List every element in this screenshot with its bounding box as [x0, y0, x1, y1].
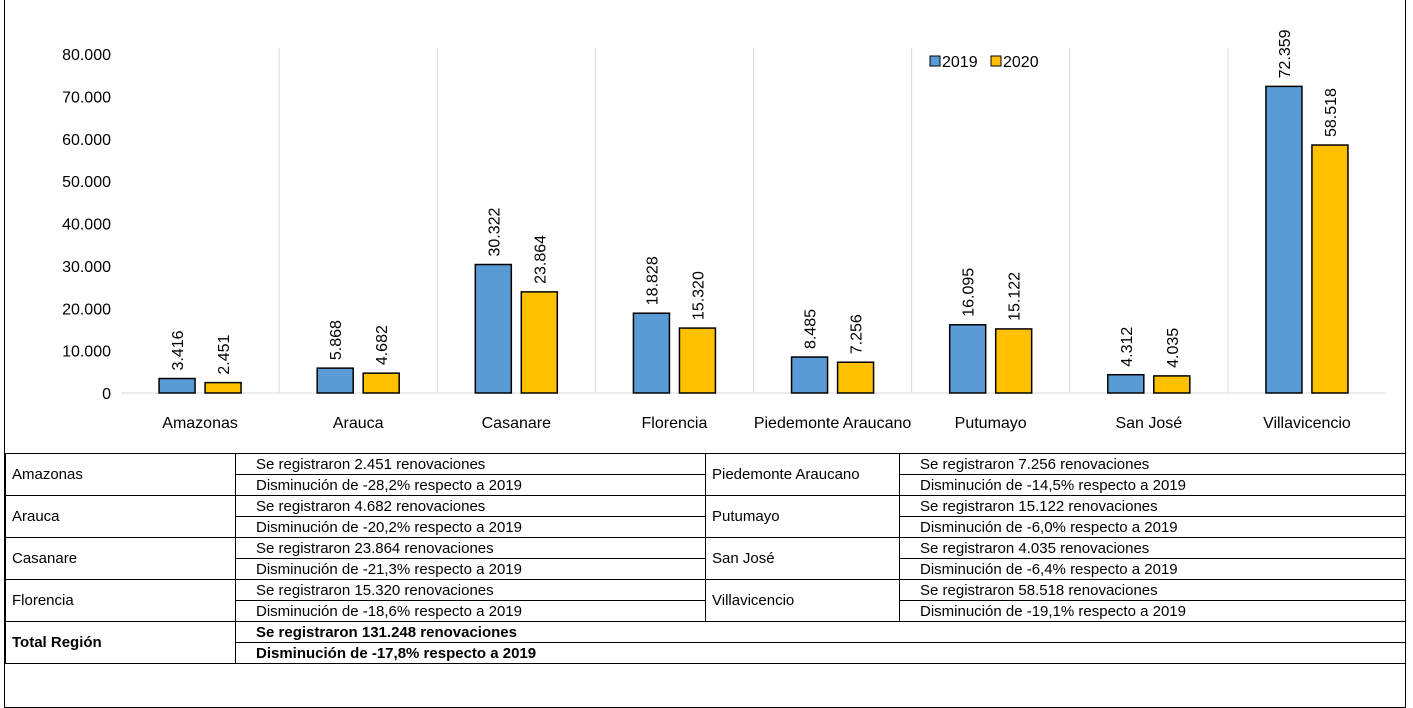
table-row: Disminución de -21,3% respecto a 2019 Di… [6, 558, 1405, 580]
data-label: 15.320 [690, 271, 707, 320]
x-tick-label: Arauca [333, 415, 384, 432]
y-tick-label: 30.000 [62, 259, 111, 276]
renewals-cell: Se registraron 23.864 renovaciones [235, 537, 706, 559]
data-label: 8.485 [803, 309, 820, 349]
data-label: 23.864 [532, 235, 549, 284]
bar-2019 [1265, 85, 1303, 394]
bar-2020 [678, 327, 717, 394]
bar-2019 [790, 356, 829, 394]
bar-chart: 0 10.000 20.000 30.000 40.000 50.000 60.000 70.… [62, 29, 1386, 432]
change-cell: Disminución de -14,5% respecto a 2019 [899, 474, 1405, 496]
data-label: 72.359 [1277, 29, 1294, 78]
data-label: 2.451 [216, 334, 233, 374]
data-label: 16.095 [961, 268, 978, 317]
x-tick-label: Florencia [642, 415, 708, 432]
total-renewals-cell: Se registraron 131.248 renovaciones [235, 621, 1405, 643]
table-row: Disminución de -18,6% respecto a 2019 Di… [6, 600, 1405, 622]
region-cell: San José [705, 537, 900, 580]
renewals-cell: Se registraron 2.451 renovaciones [235, 453, 706, 475]
renewals-cell: Se registraron 4.682 renovaciones [235, 495, 706, 517]
renewals-cell: Se registraron 15.320 renovaciones [235, 579, 706, 601]
bar-2019 [948, 324, 987, 394]
bar-2020 [994, 328, 1033, 394]
data-label: 7.256 [849, 314, 866, 354]
renewals-cell: Se registraron 4.035 renovaciones [899, 537, 1405, 559]
data-label: 4.682 [374, 325, 391, 365]
region-cell: Arauca [5, 495, 236, 538]
renewals-cell: Se registraron 15.122 renovaciones [899, 495, 1405, 517]
x-tick-label: Piedemonte Araucano [754, 415, 912, 432]
total-change-cell: Disminución de -17,8% respecto a 2019 [235, 642, 1405, 664]
table-row: Amazonas Se registraron 2.451 renovacion… [5, 453, 1405, 496]
region-cell: Amazonas [5, 453, 236, 496]
change-cell: Disminución de -19,1% respecto a 2019 [899, 600, 1405, 622]
region-cell: Villavicencio [705, 579, 900, 622]
region-cell: Putumayo [705, 495, 900, 538]
bar-2020 [1311, 144, 1349, 394]
region-cell: Florencia [5, 579, 236, 622]
data-label: 4.312 [1119, 327, 1136, 367]
region-cell: Casanare [5, 537, 236, 580]
table-row-total: Total Región Se registraron 131.248 reno… [5, 621, 1405, 664]
summary-table: Amazonas Se registraron 2.451 renovacion… [5, 453, 1405, 664]
bar-2019 [316, 367, 354, 394]
x-tick-label: Amazonas [162, 415, 238, 432]
table-row: Arauca Se registraron 4.682 renovaciones… [5, 495, 1405, 538]
bar-2020 [1153, 375, 1191, 394]
y-tick-label: 60.000 [62, 132, 111, 149]
y-tick-label: 40.000 [62, 217, 111, 234]
data-label: 5.868 [328, 320, 345, 360]
change-cell: Disminución de -6,4% respecto a 2019 [899, 558, 1405, 580]
y-tick-label: 50.000 [62, 174, 111, 191]
change-cell: Disminución de -28,2% respecto a 2019 [235, 474, 706, 496]
legend-label: 2019 [942, 54, 978, 71]
change-cell: Disminución de -6,0% respecto a 2019 [899, 516, 1405, 538]
legend-swatch [990, 55, 1002, 67]
data-label: 30.322 [486, 207, 503, 256]
renewals-cell: Se registraron 58.518 renovaciones [899, 579, 1405, 601]
bar-2019 [474, 263, 513, 394]
x-tick-label: Casanare [482, 415, 551, 432]
bar-2019 [1107, 373, 1145, 394]
change-cell: Disminución de -18,6% respecto a 2019 [235, 600, 706, 622]
data-label: 18.828 [644, 256, 661, 305]
bar-2019 [158, 377, 196, 394]
y-tick-label: 10.000 [62, 344, 111, 361]
table-row-total: Disminución de -17,8% respecto a 2019 [6, 642, 1405, 664]
y-tick-label: 70.000 [62, 89, 111, 106]
x-tick-label: San José [1115, 415, 1182, 432]
y-tick-label: 20.000 [62, 301, 111, 318]
legend-label: 2020 [1003, 54, 1039, 71]
bar-2020 [520, 291, 559, 394]
bar-2020 [836, 361, 875, 394]
data-label: 4.035 [1165, 328, 1182, 368]
region-cell: Piedemonte Araucano [705, 453, 900, 496]
change-cell: Disminución de -20,2% respecto a 2019 [235, 516, 706, 538]
data-label: 58.518 [1323, 88, 1340, 137]
change-cell: Disminución de -21,3% respecto a 2019 [235, 558, 706, 580]
y-tick-label: 0 [102, 386, 111, 403]
figure-frame: 0 10.000 20.000 30.000 40.000 50.000 60.000 70.… [4, 0, 1406, 708]
table-row: Casanare Se registraron 23.864 renovacio… [5, 537, 1405, 580]
legend-swatch [929, 55, 941, 67]
renewals-cell: Se registraron 7.256 renovaciones [899, 453, 1405, 475]
bar-2020 [204, 381, 242, 394]
x-tick-label: Putumayo [955, 415, 1027, 432]
table-row: Florencia Se registraron 15.320 renovaci… [5, 579, 1405, 622]
data-label: 3.416 [170, 330, 187, 370]
bar-2019 [632, 312, 671, 394]
data-label: 15.122 [1007, 272, 1024, 321]
total-region-cell: Total Región [5, 621, 236, 664]
bar-2020 [362, 372, 400, 394]
x-tick-label: Villavicencio [1263, 415, 1351, 432]
y-tick-label: 80.000 [62, 47, 111, 64]
